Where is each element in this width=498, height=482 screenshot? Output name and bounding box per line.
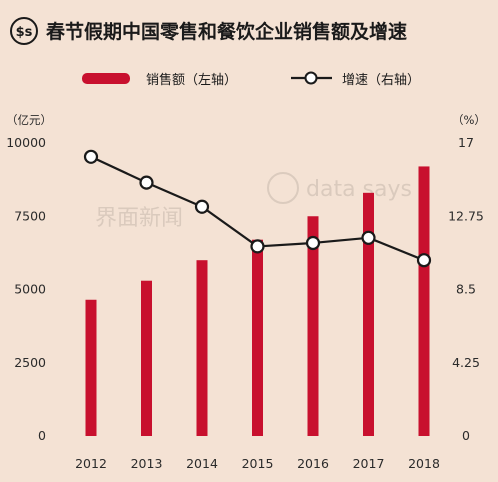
legend-swatch-bar <box>82 73 130 84</box>
x-tick-label: 2018 <box>408 456 440 471</box>
legend-item-bar: 销售额（左轴） <box>82 72 237 88</box>
bar-2015 <box>252 239 263 436</box>
right-tick-label: 8.5 <box>456 282 476 297</box>
left-tick-label: 0 <box>38 428 46 443</box>
right-tick-label: 17 <box>458 135 474 150</box>
left-tick-label: 5000 <box>14 282 46 297</box>
logo: $s <box>10 17 38 45</box>
bar-2018 <box>418 166 430 436</box>
watermark-right: data says <box>306 177 412 202</box>
watermark-left: 界面新闻 <box>95 206 183 231</box>
right-axis-ticks: 0 4.25 8.5 12.75 17 <box>448 135 484 443</box>
legend-swatch-marker <box>304 71 318 85</box>
x-tick-label: 2015 <box>242 456 274 471</box>
growth-point-2013 <box>139 175 154 190</box>
bar-2012 <box>85 299 97 436</box>
watermark: 界面新闻 data says <box>95 172 412 231</box>
growth-point-2017 <box>361 230 376 245</box>
x-tick-label: 2013 <box>131 456 163 471</box>
growth-point-2014 <box>194 199 210 214</box>
x-tick-label: 2016 <box>297 456 329 471</box>
bar-2016 <box>307 216 319 436</box>
growth-point-2018 <box>416 253 432 268</box>
legend-label-bar: 销售额（左轴） <box>146 72 237 88</box>
right-tick-label: 12.75 <box>448 208 484 223</box>
x-tick-label: 2017 <box>353 456 385 471</box>
right-axis-unit: （%） <box>452 113 486 127</box>
growth-point-2012 <box>83 149 99 164</box>
legend-label-line: 增速（右轴） <box>342 73 420 88</box>
legend: 销售额（左轴） 增速（右轴） <box>82 71 420 88</box>
bar-2014 <box>196 260 208 436</box>
bar-2017 <box>363 192 374 436</box>
page-title: 春节假期中国零售和餐饮企业销售额及增速 <box>46 20 407 43</box>
growth-point-2015 <box>250 239 265 254</box>
bar-2013 <box>141 280 152 436</box>
header: $s 春节假期中国零售和餐饮企业销售额及增速 <box>10 17 407 45</box>
legend-item-line: 增速（右轴） <box>291 71 420 88</box>
line-series <box>83 149 432 268</box>
logo-text: $s <box>16 25 33 40</box>
bar-series <box>85 166 430 436</box>
right-tick-label: 0 <box>462 428 470 443</box>
left-tick-label: 10000 <box>6 135 46 150</box>
growth-point-2016 <box>305 235 321 251</box>
left-axis-ticks: 0 2500 5000 7500 10000 <box>6 135 46 443</box>
left-axis-unit: （亿元） <box>6 113 52 127</box>
watermark-logo <box>267 172 299 204</box>
right-tick-label: 4.25 <box>452 355 480 370</box>
left-tick-label: 2500 <box>14 355 46 370</box>
logo-circle <box>10 17 38 45</box>
left-tick-label: 7500 <box>14 208 46 223</box>
x-axis-labels: 2012 2013 2014 2015 2016 2017 2018 <box>75 456 440 471</box>
x-tick-label: 2012 <box>75 456 107 471</box>
x-tick-label: 2014 <box>186 456 218 471</box>
